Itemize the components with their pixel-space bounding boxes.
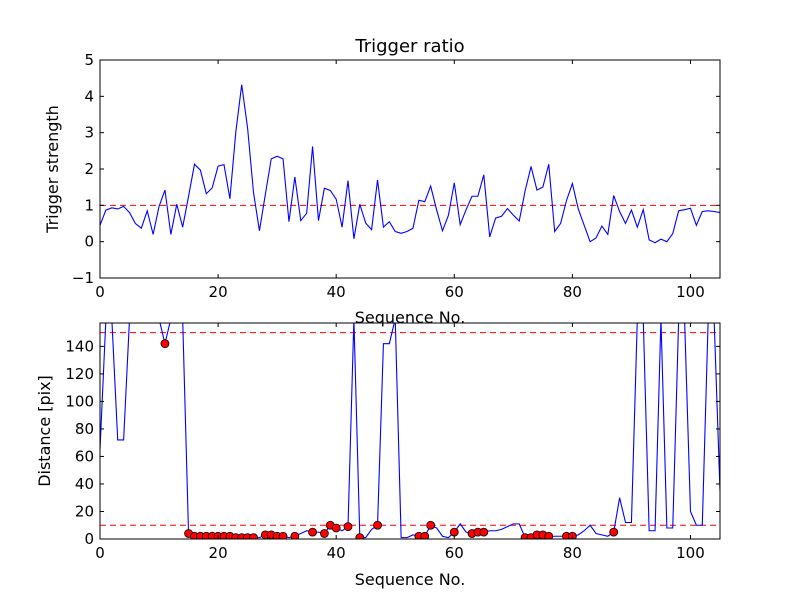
bottom-x-tick-label: 80: [563, 544, 582, 562]
bottom-x-tick-label: 20: [209, 544, 228, 562]
bottom-marker-point: [343, 522, 353, 532]
bottom-y-tick-label: 0: [84, 530, 94, 548]
bottom-y-tick-label: 60: [75, 447, 94, 465]
distance-panel: 0 20 40 60 80 100 0 20 40 60 80 100 120 140 Sequence …: [35, 322, 721, 589]
top-series-line-0: [100, 84, 720, 244]
bottom-axes-frame: [99, 322, 721, 540]
bottom-marker-point: [278, 531, 288, 539]
bottom-x-tick-label: 100: [676, 544, 705, 562]
top-x-tick-label: 0: [95, 283, 105, 301]
top-y-tick-label: 5: [84, 51, 94, 69]
bottom-x-tick-label: 0: [95, 544, 105, 562]
bottom-marker-point: [355, 533, 365, 539]
bottom-x-axis-label: Sequence No.: [355, 570, 466, 589]
top-y-tick-label: 1: [84, 196, 94, 214]
top-y-axis-label: Trigger strength: [43, 105, 62, 234]
top-x-axis-label: Sequence No.: [355, 308, 466, 327]
bottom-marker-point: [426, 520, 436, 530]
bottom-marker-point: [544, 531, 554, 539]
bottom-marker-point: [609, 527, 619, 537]
top-chart-title: Trigger ratio: [354, 36, 464, 57]
bottom-y-tick-label: 20: [75, 502, 94, 520]
bottom-y-tick-label: 80: [75, 420, 94, 438]
top-plot-area: [100, 84, 720, 244]
bottom-y-tick-label: 100: [65, 392, 94, 410]
bottom-y-tick-label: 40: [75, 475, 94, 493]
top-axes-frame: [99, 59, 721, 279]
top-clipped-content: [100, 84, 720, 244]
bottom-series-line-0: [100, 323, 720, 539]
top-x-tick-label: 100: [676, 283, 705, 301]
top-y-tick-label: 2: [84, 160, 94, 178]
bottom-marker-point: [449, 527, 459, 537]
bottom-marker-point: [319, 529, 329, 538]
top-x-tick-label: 20: [209, 283, 228, 301]
bottom-marker-point: [308, 527, 317, 537]
top-y-tick-label: 0: [84, 233, 94, 251]
bottom-marker-point: [290, 531, 300, 539]
bottom-marker-point: [160, 339, 170, 349]
top-y-tick-label: 3: [84, 124, 94, 142]
top-y-tick-label: −1: [72, 269, 94, 287]
bottom-x-tick-label: 40: [327, 544, 346, 562]
bottom-marker-point: [249, 533, 258, 539]
top-y-tick-label: 4: [84, 87, 94, 105]
bottom-marker-point: [331, 523, 341, 533]
top-x-tick-label: 80: [563, 283, 582, 301]
top-x-tick-label: 60: [445, 283, 464, 301]
top-x-tick-label: 40: [327, 283, 346, 301]
bottom-clipped-content: [100, 323, 720, 539]
bottom-y-tick-label: 140: [65, 337, 94, 355]
bottom-marker-point: [479, 527, 489, 537]
bottom-y-axis-label: Distance [pix]: [35, 375, 54, 487]
bottom-plot-area: [100, 323, 720, 539]
bottom-marker-point: [420, 531, 430, 539]
bottom-y-tick-label: 120: [65, 365, 94, 383]
bottom-x-tick-label: 60: [445, 544, 464, 562]
bottom-axis-ticks: 0 20 40 60 80 100 0 20 40 60 80 100 120 140: [65, 323, 720, 562]
bottom-marker-point: [373, 520, 382, 530]
